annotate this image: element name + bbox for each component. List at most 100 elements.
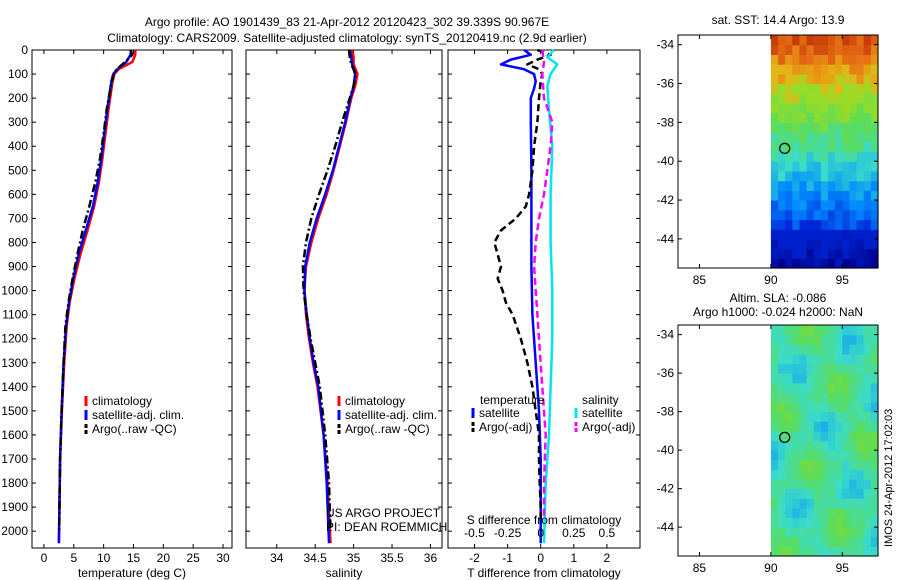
map-cell: [778, 353, 786, 365]
map-cell: [856, 180, 865, 191]
map-cell: [863, 402, 872, 413]
map-cell: [870, 161, 879, 172]
map-cell: [835, 229, 843, 240]
top-tick-label: -0.5: [464, 526, 485, 540]
map-cell: [870, 219, 879, 230]
map-cell: [813, 517, 822, 528]
map-cell: [835, 392, 843, 403]
map-cell: [828, 373, 836, 384]
map-cell: [806, 209, 815, 221]
map-cell: [792, 344, 800, 355]
map-cell: [828, 161, 836, 172]
map-cell: [856, 112, 865, 123]
map-cell: [785, 459, 793, 470]
map-cell: [842, 83, 850, 94]
map-cell: [870, 229, 879, 240]
map-cell: [813, 363, 822, 374]
map-cell: [770, 209, 779, 221]
map-cell: [849, 83, 858, 94]
map-cell: [820, 363, 829, 374]
map-cell: [778, 507, 786, 519]
map-cell: [842, 469, 850, 480]
map-cell: [813, 392, 822, 403]
map-cell: [792, 469, 800, 480]
map-cell: [835, 411, 843, 422]
map-cell: [870, 64, 879, 75]
map-cell: [828, 238, 836, 250]
map-cell: [770, 546, 779, 557]
map-cell: [813, 373, 822, 384]
map-cell: [792, 258, 800, 269]
map-cell: [820, 54, 829, 65]
legend-label: satellite-adj. clim.: [92, 408, 184, 422]
map-cell: [785, 546, 793, 557]
map-cell: [813, 73, 822, 85]
map-y-tick-label: -44: [657, 232, 675, 246]
map-cell: [770, 430, 779, 442]
map-cell: [813, 141, 822, 153]
map-cell: [813, 93, 822, 104]
map-cell: [820, 488, 829, 499]
depth-tick-label: 1100: [2, 308, 28, 322]
map-cell: [863, 200, 872, 211]
map-cell: [813, 353, 822, 365]
map-cell: [835, 440, 843, 451]
map-cell: [835, 238, 843, 250]
map-cell: [849, 488, 858, 499]
map-cell: [813, 122, 822, 133]
map-cell: [813, 459, 822, 470]
map-cell: [778, 469, 786, 480]
map-cell: [849, 344, 858, 355]
map-cell: [770, 161, 779, 172]
map-cell: [778, 498, 786, 509]
map-cell: [835, 180, 843, 191]
map-cell: [778, 64, 786, 75]
map-cell: [835, 44, 843, 55]
map-cell: [849, 353, 858, 365]
map-cell: [835, 112, 843, 123]
map-cell: [863, 430, 872, 442]
map-cell: [863, 103, 872, 114]
map-cell: [806, 190, 815, 201]
map-cell: [813, 488, 822, 499]
map-cell: [842, 373, 850, 384]
map-cell: [770, 527, 779, 538]
map-cell: [806, 200, 815, 211]
map-cell: [828, 35, 836, 46]
map-cell: [842, 132, 850, 143]
map-cell: [870, 459, 879, 470]
map-cell: [828, 546, 836, 557]
map-cell: [828, 402, 836, 413]
series-line-satellite-adj-clim-: [303, 49, 357, 544]
map-cell: [813, 248, 822, 259]
sst-map-title: sat. SST: 14.4 Argo: 13.9: [712, 13, 845, 27]
legend-temperature-title: temperature: [480, 393, 545, 407]
map-cell: [849, 402, 858, 413]
map-cell: [856, 132, 865, 143]
map-cell: [792, 161, 800, 172]
map-cell: [799, 258, 808, 269]
map-cell: [842, 229, 850, 240]
sla-map-panel: -34 -36 -38 -40 -42 -44 85 90 95 Altim. SLA: -0.0…: [657, 291, 879, 575]
map-cell: [792, 112, 800, 123]
map-cell: [856, 459, 865, 470]
map-cell: [849, 200, 858, 211]
map-cell: [799, 219, 808, 230]
map-cell: [828, 363, 836, 374]
map-cell: [770, 190, 779, 201]
map-cell: [870, 103, 879, 114]
map-cell: [806, 219, 815, 230]
map-cell: [842, 498, 850, 509]
map-x-tick-label: 90: [764, 273, 778, 287]
map-cell: [828, 459, 836, 470]
map-cell: [806, 151, 815, 162]
map-cell: [778, 402, 786, 413]
map-cell: [792, 527, 800, 538]
map-cell: [770, 507, 779, 519]
map-cell: [849, 363, 858, 374]
x-tick-label: 0: [537, 551, 544, 565]
map-cell: [863, 507, 872, 519]
map-cell: [792, 546, 800, 557]
map-cell: [820, 469, 829, 480]
map-cell: [792, 507, 800, 519]
